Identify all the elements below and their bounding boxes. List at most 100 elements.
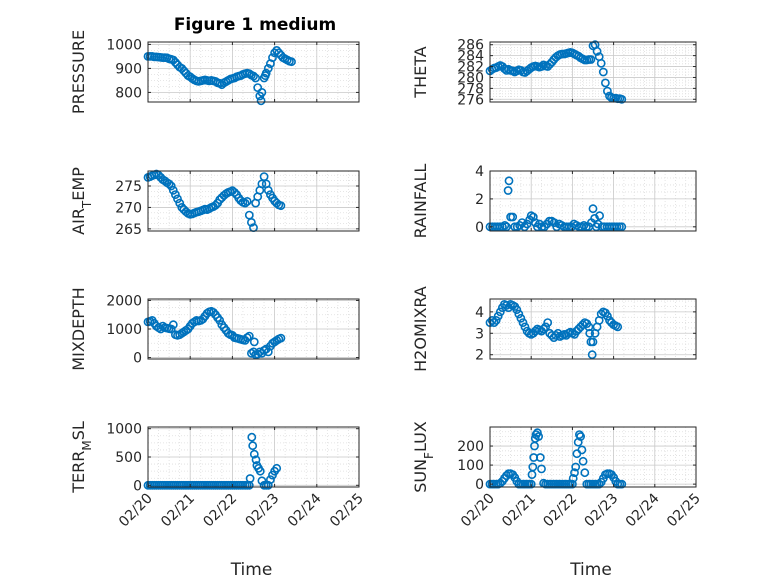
data-point: [568, 473, 578, 483]
data-point: [249, 449, 259, 459]
data-point: [287, 57, 296, 67]
y-tick-label: 270: [115, 200, 142, 216]
y-axis-label: SUNFLUX: [411, 421, 436, 493]
y-tick-label: 0: [475, 477, 484, 493]
data-point: [526, 479, 536, 489]
data-point: [530, 326, 540, 336]
figure-title: Figure 1 medium: [174, 15, 336, 35]
data-point: [276, 333, 286, 343]
data-point: [516, 313, 526, 323]
data-point: [495, 307, 505, 317]
data-point: [272, 463, 282, 473]
data-point: [596, 58, 606, 68]
x-axis-label: Time: [230, 560, 273, 580]
data-series: [485, 176, 627, 232]
data-point: [251, 73, 260, 83]
data-point: [592, 46, 602, 56]
data-point: [256, 96, 266, 106]
data-point: [247, 432, 257, 442]
tick-marks: [147, 427, 360, 487]
data-point: [617, 479, 627, 489]
data-point: [598, 67, 608, 77]
data-point: [551, 330, 561, 340]
axes-box: [489, 41, 697, 103]
data-point: [168, 185, 178, 195]
data-series: [143, 169, 286, 232]
subplot-3: 265 270 275 AIRTEMP: [69, 167, 360, 238]
data-point: [518, 318, 528, 327]
tick-marks: [489, 42, 697, 102]
y-tick-label: 2: [475, 348, 484, 364]
minor-grid: [490, 299, 696, 359]
data-point: [253, 349, 263, 359]
data-point: [173, 194, 182, 204]
data-point: [168, 320, 178, 330]
data-point: [585, 328, 595, 338]
data-point: [613, 322, 623, 332]
data-series: [485, 428, 627, 489]
data-series: [143, 432, 282, 490]
data-point: [504, 176, 514, 186]
data-point: [512, 305, 522, 315]
data-point: [263, 185, 273, 195]
tick-marks: [147, 171, 360, 231]
data-point: [533, 428, 542, 438]
data-point: [528, 462, 538, 472]
y-tick-label: 0: [133, 478, 142, 494]
data-point: [508, 212, 518, 222]
data-point: [595, 211, 604, 221]
data-point: [576, 432, 585, 441]
y-tick-label: 284: [457, 49, 484, 65]
data-point: [568, 479, 577, 489]
data-point: [577, 445, 587, 455]
data-point: [164, 179, 174, 189]
data-point: [240, 198, 250, 208]
data-point: [586, 55, 596, 64]
data-point: [503, 186, 513, 195]
y-tick-label: 4: [475, 164, 484, 180]
subplot-4: 0 2 4 RAINFALL: [411, 164, 697, 238]
data-series: [143, 306, 286, 360]
data-point: [502, 300, 511, 310]
y-tick-label: 200: [457, 439, 484, 455]
data-point: [170, 190, 180, 199]
data-point: [170, 58, 180, 67]
data-point: [245, 474, 255, 483]
data-point: [543, 318, 553, 327]
data-point: [257, 88, 267, 97]
data-series: [143, 46, 296, 106]
minor-grid: [490, 426, 696, 487]
data-point: [249, 71, 258, 81]
tick-marks: [489, 427, 697, 487]
tick-marks: [489, 170, 697, 231]
y-tick-label: 278: [457, 81, 484, 97]
y-tick-label: 100: [457, 458, 484, 474]
y-axis-label: THETA: [411, 46, 430, 98]
data-point: [530, 218, 540, 227]
data-point: [500, 220, 510, 230]
data-point: [588, 337, 598, 347]
y-tick-label: 1000: [106, 322, 142, 338]
data-point: [166, 324, 176, 334]
data-point: [265, 475, 275, 484]
subplot-6: 2 3 4 H2OMIXRA: [411, 286, 697, 372]
data-point: [263, 64, 273, 73]
data-point: [520, 322, 530, 332]
data-series: [485, 299, 623, 360]
data-point: [493, 311, 503, 321]
data-point: [603, 311, 612, 321]
y-tick-label: 280: [457, 70, 484, 86]
data-point: [249, 337, 259, 347]
tick-marks: [147, 299, 360, 359]
y-tick-label: 0: [133, 351, 142, 367]
data-point: [537, 62, 546, 71]
y-tick-label: 800: [115, 85, 142, 101]
tick-marks: [147, 42, 360, 102]
y-tick-label: 286: [457, 38, 484, 54]
data-point: [215, 315, 225, 325]
data-point: [491, 315, 501, 325]
data-point: [594, 479, 604, 489]
y-axis-label: H2OMIXRA: [411, 286, 430, 372]
